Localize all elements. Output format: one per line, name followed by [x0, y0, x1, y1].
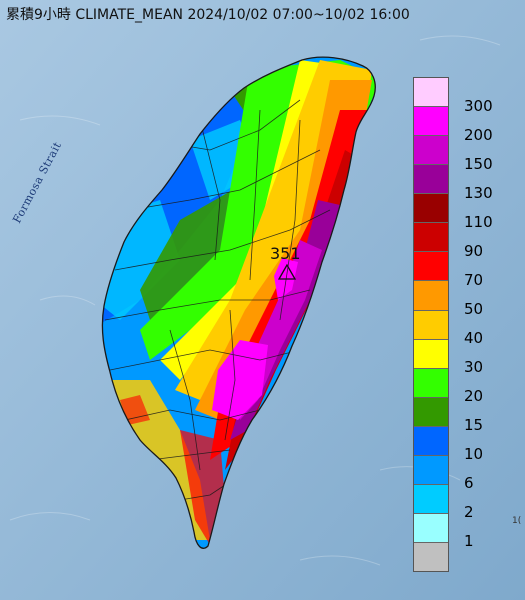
legend-swatch [414, 484, 448, 514]
legend-label: 150 [464, 155, 493, 173]
legend-swatch [414, 252, 448, 282]
legend-label: 50 [464, 300, 484, 318]
triangle-icon [277, 263, 297, 280]
legend-label: 200 [464, 126, 493, 144]
legend-swatch [414, 78, 448, 108]
legend-swatch [414, 165, 448, 195]
legend-label: 70 [464, 271, 484, 289]
legend-swatch [414, 513, 448, 543]
legend-swatch [414, 426, 448, 456]
legend-swatch [414, 107, 448, 137]
legend-swatch [414, 194, 448, 224]
legend-swatch [414, 455, 448, 485]
legend-label: 10 [464, 445, 484, 463]
legend-swatch [414, 368, 448, 398]
legend-swatch [414, 339, 448, 369]
legend-swatch [414, 543, 448, 572]
legend-label: 130 [464, 184, 493, 202]
map-title: 累積9小時 CLIMATE_MEAN 2024/10/02 07:00~10/0… [6, 7, 410, 23]
legend-label: 2 [464, 503, 474, 521]
legend-label: 1 [464, 532, 474, 550]
corner-text: 1( [512, 516, 522, 526]
legend-label: 20 [464, 387, 484, 405]
legend-labels: 300 200 150 130 110 90 70 50 40 30 20 15 10 6 2 1 [464, 77, 522, 570]
peak-rainfall-value: 351 [270, 244, 301, 263]
legend-label: 30 [464, 358, 484, 376]
legend-swatch [414, 223, 448, 253]
legend-swatch [414, 310, 448, 340]
legend-label: 110 [464, 213, 493, 231]
legend-swatch [414, 397, 448, 427]
legend-label: 15 [464, 416, 484, 434]
legend-label: 300 [464, 97, 493, 115]
legend-label: 90 [464, 242, 484, 260]
legend-swatch [414, 281, 448, 311]
legend-label: 40 [464, 329, 484, 347]
legend-label: 6 [464, 474, 474, 492]
legend-swatch [414, 136, 448, 166]
island-coastline [101, 56, 376, 549]
legend-colorbar [413, 77, 449, 572]
